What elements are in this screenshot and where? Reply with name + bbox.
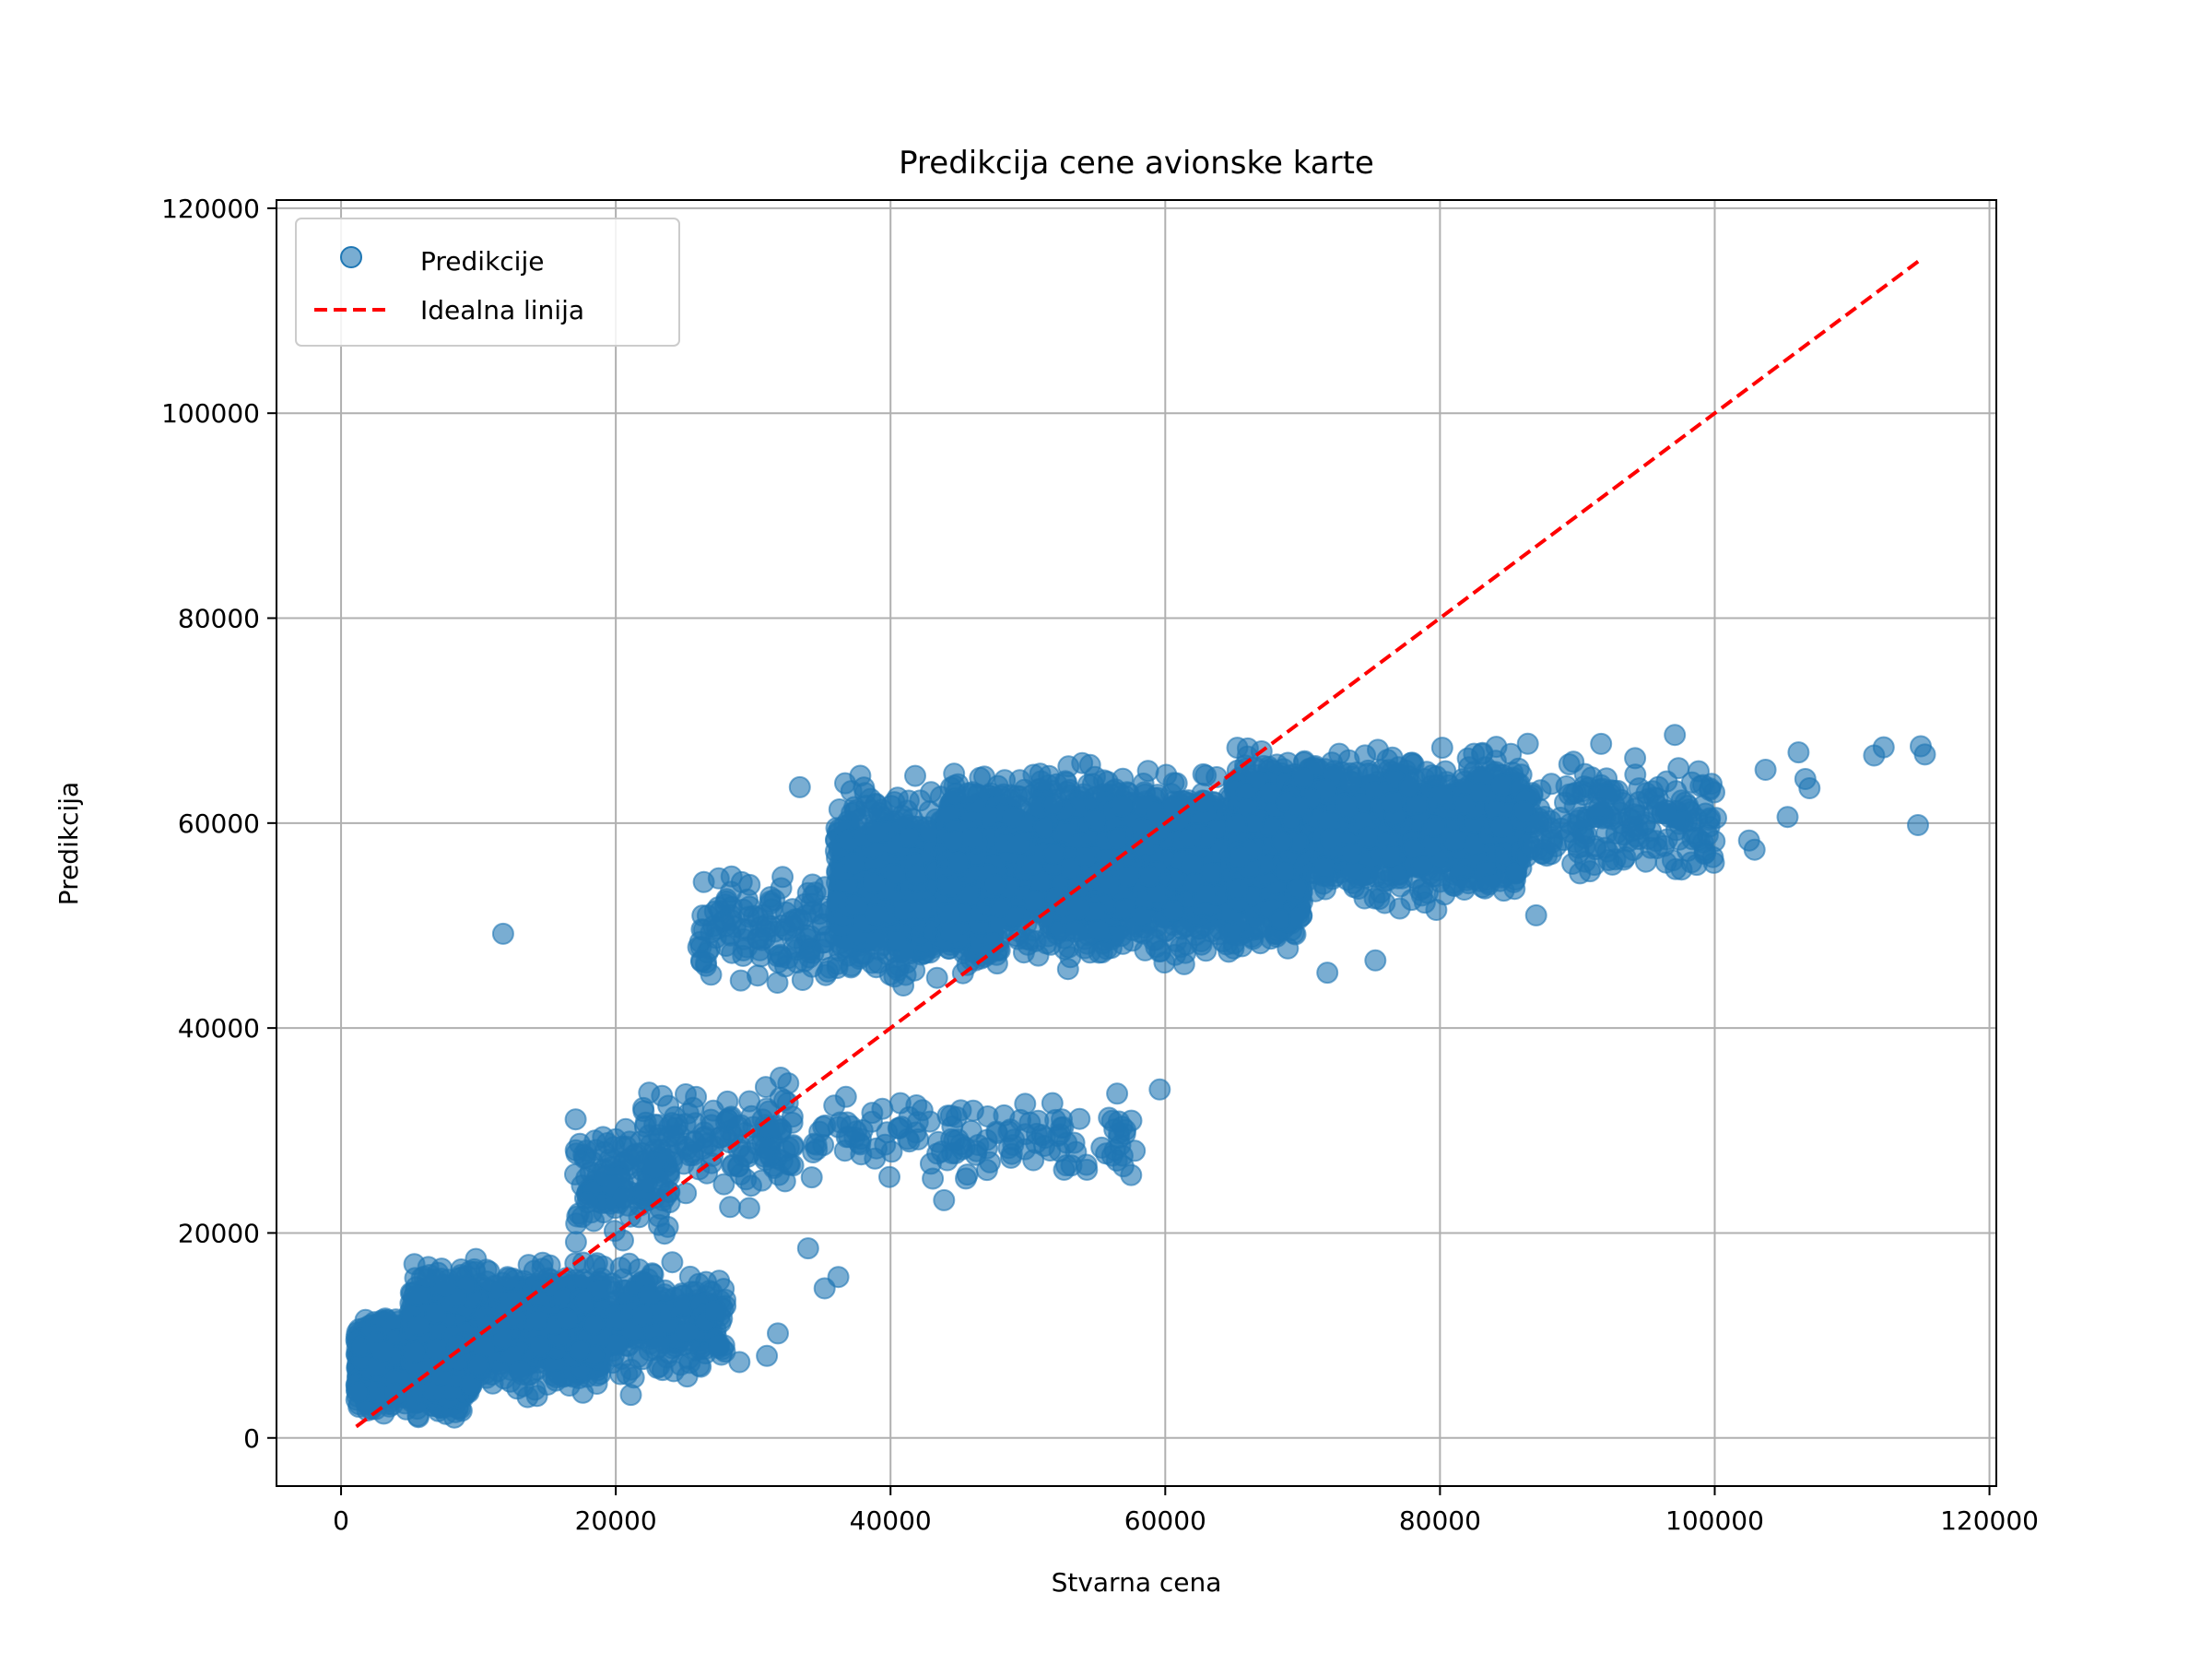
scatter-point [739, 1198, 759, 1219]
scatter-point [720, 1197, 740, 1217]
scatter-point [584, 1130, 605, 1151]
scatter-point [631, 1305, 652, 1326]
scatter-point [570, 1339, 590, 1360]
scatter-point [614, 1187, 634, 1208]
scatter-point [566, 1109, 586, 1129]
scatter-point [741, 1175, 761, 1196]
scatter-point [734, 1146, 754, 1166]
scatter-point [685, 1132, 705, 1152]
scatter-point [557, 1309, 577, 1329]
scatter-point [722, 943, 742, 963]
scatter-point [830, 799, 850, 820]
scatter-point [676, 1183, 696, 1203]
scatter-point [747, 965, 768, 985]
scatter-point [643, 1157, 664, 1177]
scatter-point [855, 783, 876, 803]
scatter-point [528, 1310, 548, 1330]
scatter-point [757, 1099, 777, 1119]
scatter-point [798, 883, 818, 903]
scatter-point [618, 1364, 638, 1385]
scatter-point [676, 1322, 696, 1342]
scatter-point [866, 823, 887, 844]
scatter-point [716, 891, 736, 912]
scatter-point [499, 1269, 519, 1289]
scatter-point [533, 1258, 553, 1279]
scatter-point [899, 791, 919, 811]
scatter-point [613, 1231, 633, 1251]
scatter-point [760, 887, 781, 907]
scatter-point [655, 1280, 676, 1301]
scatter-point [529, 1337, 549, 1357]
scatter-point [846, 895, 866, 915]
scatter-point [754, 1147, 774, 1167]
scatter-point [691, 919, 712, 939]
scatter-point [435, 1275, 455, 1295]
scatter-point [474, 1337, 494, 1357]
scatter-point [769, 1165, 789, 1186]
scatter-point [414, 1267, 434, 1287]
scatter-point [866, 904, 887, 925]
scatter-point [658, 1217, 678, 1237]
scatter-point [893, 975, 913, 996]
scatter-point [709, 868, 729, 889]
scatter-point [510, 1362, 530, 1382]
scatter-point [866, 931, 887, 951]
scatter-point [575, 1292, 595, 1312]
scatter-point [611, 1257, 631, 1278]
scatter-point [408, 1316, 429, 1336]
scatter-point [525, 1379, 546, 1399]
scatter-point [444, 1408, 465, 1428]
scatter-point [662, 1252, 682, 1272]
scatter-point [835, 773, 855, 794]
scatter-point [865, 873, 885, 893]
scatter-point [427, 1339, 447, 1359]
scatter-point [348, 1382, 369, 1402]
scatter-point [649, 1337, 669, 1357]
scatter-point [583, 1315, 604, 1335]
scatter-point [739, 907, 759, 927]
scatter-point [664, 1126, 684, 1146]
scatter-point [566, 1140, 586, 1161]
scatter-point [851, 809, 871, 830]
scatter-point [887, 930, 907, 950]
scatter-point [843, 853, 864, 873]
scatter-point [927, 968, 947, 988]
scatter-point [468, 1355, 488, 1375]
scatter-point [905, 766, 925, 786]
scatter-point [709, 1334, 729, 1354]
scatter-point [546, 1371, 566, 1391]
scatter-point [404, 1342, 424, 1363]
scatter-point [691, 951, 712, 972]
scatter-point [907, 865, 927, 885]
scatter-point [577, 1192, 597, 1212]
scatter-point [606, 1335, 627, 1355]
scatter-point [704, 1302, 724, 1322]
scatter-point [771, 1068, 791, 1088]
scatter-point [772, 867, 793, 887]
scatter-point [721, 1106, 741, 1127]
scatter-point [566, 1232, 586, 1252]
scatter-point [911, 900, 931, 920]
scatter-point [652, 1086, 672, 1106]
scatter-point [771, 945, 791, 965]
scatter-point [765, 922, 785, 942]
scatter-point [633, 1098, 653, 1118]
